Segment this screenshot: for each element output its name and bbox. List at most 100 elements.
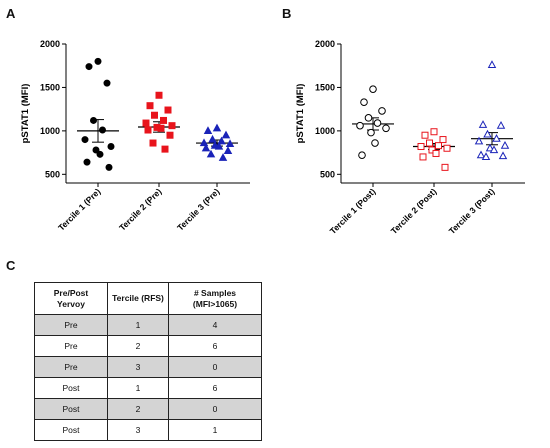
x-tick-label: Tercile 2 (Pre) [117, 186, 163, 232]
data-point-circle [81, 136, 89, 144]
data-point-square [164, 106, 172, 114]
y-tick-label: 500 [45, 169, 60, 179]
data-point-square [161, 145, 169, 153]
data-point-square [441, 163, 449, 171]
data-point-square [155, 91, 163, 99]
data-point-triangle [201, 143, 211, 152]
data-point-square [142, 119, 150, 127]
data-point-triangle [478, 120, 488, 128]
table-cell: 6 [168, 377, 262, 399]
x-tick-label: Tercile 3 (Pre) [175, 186, 221, 232]
data-point-circle [90, 116, 97, 124]
data-point-circle [83, 158, 91, 166]
table-cell: 6 [168, 335, 262, 357]
data-point-triangle [217, 136, 226, 145]
y-tick-label: 2000 [315, 39, 335, 49]
data-point-circle [85, 63, 93, 71]
table-cell: 2 [107, 398, 169, 420]
data-point-square [151, 111, 158, 119]
data-point-triangle [208, 134, 217, 143]
y-tick-label: 1000 [40, 126, 60, 136]
data-point-square [149, 139, 157, 147]
header-pre-post: Pre/Post Yervoy [34, 282, 108, 315]
x-tick-label: Tercile 1 (Pre) [56, 186, 102, 232]
y-tick-label: 1500 [40, 82, 60, 92]
table-row: Post 1 6 [34, 377, 262, 399]
data-point-square [443, 144, 451, 152]
data-point-circle [367, 128, 375, 137]
y-tick-label: 2000 [40, 39, 60, 49]
table-cell: 1 [168, 419, 262, 441]
table-row: Pre 2 6 [34, 335, 262, 357]
table-cell: 3 [107, 419, 169, 441]
x-tick-label: Tercile 1 (Post) [328, 186, 378, 236]
data-point-square [435, 142, 442, 150]
data-point-square [419, 153, 427, 161]
data-point-circle [378, 107, 386, 115]
data-point-triangle [214, 141, 224, 150]
data-point-square [146, 102, 154, 110]
data-point-circle [364, 114, 373, 122]
panel-c-label: C [6, 258, 16, 273]
data-point-triangle [498, 151, 508, 160]
header-line: (MFI>1065) [192, 298, 238, 309]
table-cell: Pre [34, 356, 108, 378]
panel-b-label: B [282, 6, 292, 21]
data-point-circle [373, 119, 382, 127]
data-point-triangle [474, 136, 484, 145]
y-tick-label: 500 [320, 169, 335, 179]
y-tick-label: 1500 [315, 82, 335, 92]
data-point-triangle [223, 146, 233, 154]
y-axis-label: pSTAT1 (MFI) [295, 84, 306, 144]
header-line: Pre/Post [53, 287, 89, 298]
table-cell: Post [34, 377, 108, 399]
y-tick-label: 1000 [315, 126, 335, 136]
data-point-circle [105, 163, 113, 171]
header-line: Yervoy [57, 298, 85, 309]
x-tick-label: Tercile 3 (Post) [447, 186, 497, 236]
table-cell: Pre [34, 314, 108, 336]
data-point-triangle [483, 129, 492, 138]
data-point-square [430, 128, 438, 136]
table-cell: Post [34, 419, 108, 441]
data-point-square [417, 143, 425, 151]
data-point-circle [369, 85, 377, 93]
data-point-square [439, 136, 447, 144]
header-samples: # Samples (MFI>1065) [168, 282, 262, 315]
data-point-triangle [485, 143, 495, 152]
table-cell: Pre [34, 335, 108, 357]
data-point-triangle [492, 134, 501, 142]
table-cell: 3 [107, 356, 169, 378]
table-row: Post 2 0 [34, 398, 262, 420]
table-cell: Post [34, 398, 108, 420]
header-tercile: Tercile (RFS) [107, 282, 169, 315]
data-point-circle [96, 150, 104, 158]
table-cell: 4 [168, 314, 262, 336]
table-body: Pre 1 4 Pre 2 6 Pre 3 0 Post 1 6 Post 2 0 Post 3 1 [34, 314, 262, 441]
results-table: Pre/Post Yervoy Tercile (RFS) # Samples … [34, 282, 262, 441]
data-point-circle [371, 139, 379, 147]
chart-b: 500 1000 1500 2000 pSTAT1 (MFI) Tercile 1 (Po… [295, 39, 525, 236]
table-cell: 0 [168, 398, 262, 420]
data-point-triangle [225, 139, 235, 148]
table-row: Post 3 1 [34, 419, 262, 441]
table-cell: 2 [107, 335, 169, 357]
data-point-triangle [212, 123, 222, 132]
panel-a-label: A [6, 6, 16, 21]
data-point-circle [382, 124, 390, 133]
table-cell: 1 [107, 377, 169, 399]
data-point-triangle [500, 141, 510, 149]
header-line: # Samples [193, 287, 237, 298]
data-point-square [421, 131, 429, 139]
data-point-triangle [221, 130, 231, 139]
data-point-circle [92, 146, 100, 154]
data-point-triangle [199, 138, 209, 147]
table-cell: 1 [107, 314, 169, 336]
data-point-circle [356, 121, 364, 130]
data-point-square [426, 139, 433, 147]
data-point-triangle [481, 152, 491, 161]
data-point-triangle [487, 60, 497, 68]
data-point-square [432, 149, 440, 157]
x-tick-label: Tercile 2 (Post) [389, 186, 439, 236]
table-row: Pre 3 0 [34, 356, 262, 378]
